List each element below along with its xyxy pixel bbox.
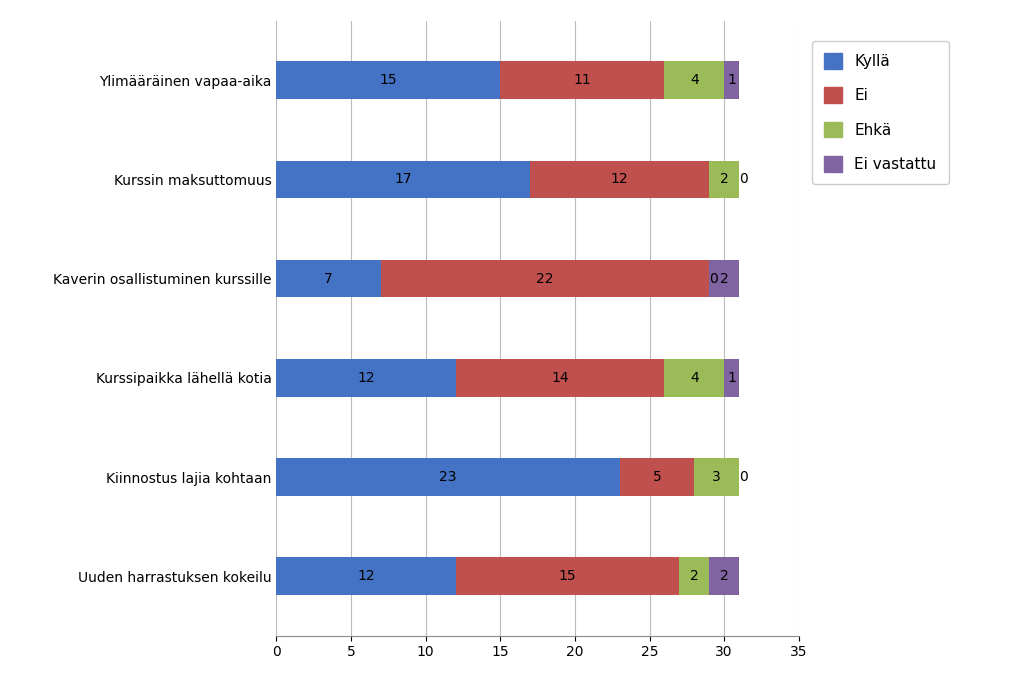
Text: 11: 11 (573, 73, 591, 87)
Text: 22: 22 (537, 272, 554, 285)
Text: 12: 12 (611, 173, 629, 187)
Text: 3: 3 (713, 470, 721, 484)
Bar (694, 458, 739, 496)
Bar (456, 359, 665, 397)
Text: 2: 2 (720, 173, 728, 187)
Text: 0: 0 (739, 470, 748, 484)
Text: 14: 14 (551, 371, 568, 385)
Text: 12: 12 (357, 569, 375, 583)
Bar (381, 260, 710, 298)
Text: 12: 12 (357, 371, 375, 385)
Bar (665, 61, 724, 99)
Text: 17: 17 (394, 173, 412, 187)
Bar (665, 359, 724, 397)
Text: 23: 23 (439, 470, 457, 484)
Bar (276, 359, 456, 397)
Bar (530, 160, 710, 198)
Bar (276, 260, 381, 298)
Legend: Kyllä, Ei, Ehkä, Ei vastattu: Kyllä, Ei, Ehkä, Ei vastattu (812, 41, 948, 184)
Bar (710, 160, 739, 198)
Text: 15: 15 (380, 73, 397, 87)
Bar (276, 458, 620, 496)
Text: 15: 15 (559, 569, 577, 583)
Bar (456, 558, 679, 595)
Text: 1: 1 (727, 73, 736, 87)
Text: 1: 1 (727, 371, 736, 385)
Bar (620, 458, 694, 496)
Text: 7: 7 (325, 272, 333, 285)
Text: 2: 2 (720, 569, 728, 583)
Text: 2: 2 (690, 569, 698, 583)
Text: 4: 4 (690, 371, 698, 385)
Text: 2: 2 (720, 272, 728, 285)
Text: 5: 5 (652, 470, 662, 484)
Bar (276, 160, 530, 198)
Bar (724, 359, 739, 397)
Bar (724, 61, 739, 99)
Bar (501, 61, 665, 99)
Bar (710, 558, 739, 595)
Text: 0: 0 (710, 272, 718, 285)
Text: 4: 4 (690, 73, 698, 87)
Text: 0: 0 (739, 173, 748, 187)
Bar (679, 558, 710, 595)
Bar (276, 61, 501, 99)
Bar (710, 260, 739, 298)
Bar (276, 558, 456, 595)
